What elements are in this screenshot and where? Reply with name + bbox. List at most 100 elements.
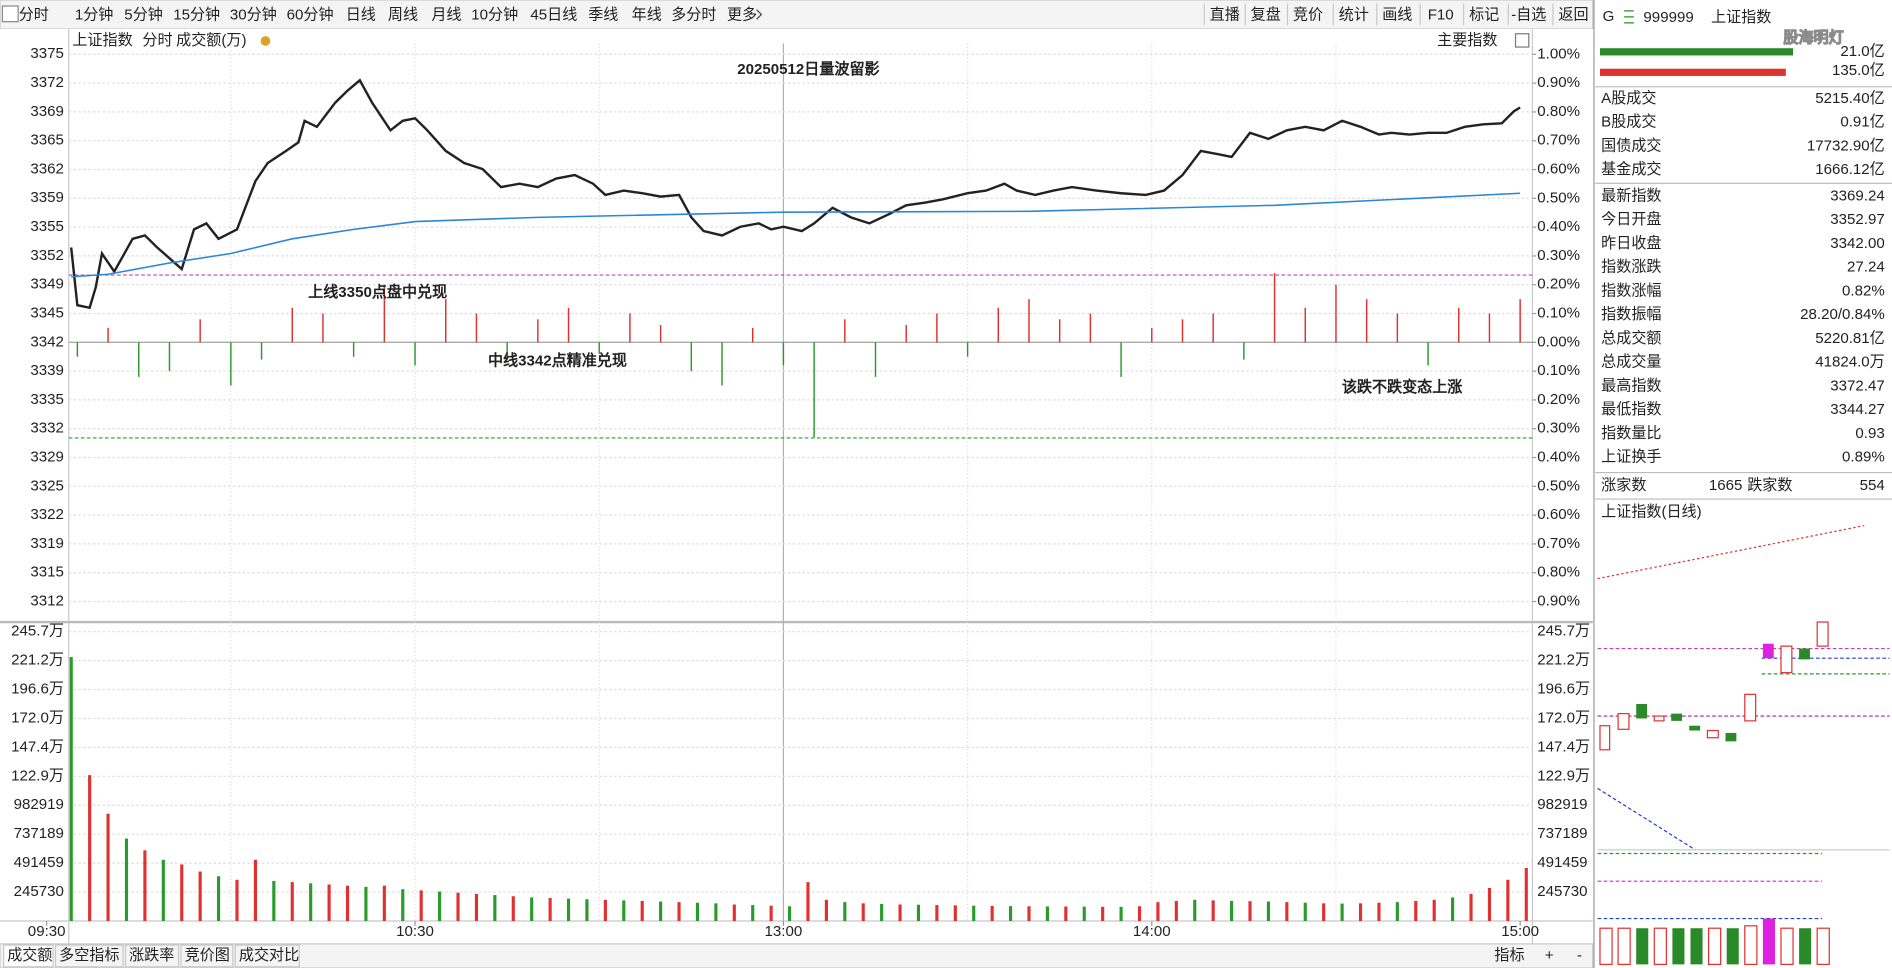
volume-bar <box>659 901 663 921</box>
y2-tick-label: 0.30% <box>1537 420 1580 437</box>
toolbar-button[interactable]: F10 <box>1428 7 1454 24</box>
mini-candle <box>1725 732 1737 742</box>
toolbar-tab[interactable]: 日线 <box>346 7 376 24</box>
stat-value: 17732.90亿 <box>1807 137 1885 154</box>
stat-label: 今日开盘 <box>1601 210 1661 228</box>
toolbar-button[interactable]: 复盘 <box>1251 6 1281 24</box>
bottom-tab-bg <box>124 944 180 968</box>
volume-bar <box>1395 902 1399 921</box>
toolbar-tab[interactable]: 年线 <box>632 7 662 24</box>
volume-tick-label-right: 196.6万 <box>1537 681 1590 698</box>
volume-bar <box>566 898 571 921</box>
toolbar-tab[interactable]: 月线 <box>431 7 461 24</box>
mini-daily-chart <box>1597 524 1890 965</box>
volume-bar <box>714 903 718 921</box>
mini-chart-title: 上证指数(日线) <box>1601 503 1701 520</box>
volume-bar <box>1193 899 1197 921</box>
toolbar-tab[interactable]: 季线 <box>588 7 618 24</box>
toolbar-button[interactable]: 直播 <box>1210 7 1240 24</box>
stat-label: 基金成交 <box>1601 160 1661 178</box>
mini-candle <box>1689 725 1701 731</box>
volume-bar <box>309 883 313 921</box>
volume-bar <box>1377 902 1381 921</box>
bottom-tab-bg <box>180 944 234 968</box>
volume-bar <box>474 893 479 921</box>
volume-tick-label: 245.7万 <box>11 623 64 640</box>
toolbar-tab[interactable]: 15分钟 <box>173 7 220 24</box>
volume-bar <box>1303 902 1307 921</box>
breadth-bar <box>168 342 171 372</box>
bottom-tab[interactable]: 成交对比 <box>239 946 299 964</box>
bottom-button[interactable]: - <box>1577 947 1582 964</box>
toolbar-tab[interactable]: 5分钟 <box>124 7 163 24</box>
toolbar-tab[interactable]: 多分时 <box>671 7 716 24</box>
bottom-tab[interactable]: 多空指标 <box>59 947 119 964</box>
stat-value: 0.91亿 <box>1840 114 1884 131</box>
bottom-tab[interactable]: 成交额 <box>7 946 52 964</box>
toolbar-tab[interactable]: 45日线 <box>530 7 577 24</box>
volume-bar <box>622 900 626 921</box>
y2-tick-label: 0.60% <box>1537 161 1580 178</box>
volume-bar <box>751 905 755 921</box>
stat-value: 27.24 <box>1847 259 1885 276</box>
volume-bar <box>916 904 921 921</box>
volume-tick-label-right: 221.2万 <box>1537 652 1590 669</box>
volume-bar <box>695 902 700 921</box>
y-tick-label: 3369 <box>30 103 64 120</box>
bottom-button[interactable]: 指标 <box>1494 947 1524 964</box>
breadth-bar <box>414 342 416 366</box>
y2-tick-label: 0.80% <box>1537 103 1580 120</box>
bottom-tab[interactable]: 竞价图 <box>185 946 230 964</box>
menu-icon[interactable] <box>1 5 19 23</box>
quote-icon <box>1624 10 1634 24</box>
toolbar-button[interactable]: 返回 <box>1558 7 1588 24</box>
mini-trend-blue <box>1597 787 1696 851</box>
bottom-tab[interactable]: 涨跌率 <box>129 947 174 964</box>
volume-bar <box>732 904 736 921</box>
mini-vol <box>1653 927 1667 965</box>
stat-value: 28.20/0.84% <box>1800 306 1885 323</box>
breadth-bar <box>506 342 508 360</box>
volume-tick-label-right: 122.9万 <box>1537 767 1590 784</box>
breadth-bar <box>1365 299 1368 343</box>
breadth-bar <box>138 342 140 377</box>
breadth-bar <box>1181 319 1184 343</box>
toolbar-tab[interactable]: 周线 <box>388 7 418 24</box>
stat-value: 0.82% <box>1842 282 1885 299</box>
y2-tick-label: 1.00% <box>1537 45 1580 62</box>
volume-bar <box>1064 906 1068 921</box>
toolbar-button[interactable]: 标记 <box>1469 7 1499 24</box>
breadth-bar <box>1427 342 1429 366</box>
breadth-bar <box>445 299 447 343</box>
y-tick-label: 3312 <box>30 593 64 610</box>
chart-title: 20250512日量波留影 <box>737 60 879 78</box>
stat-label: 最低指数 <box>1601 401 1661 418</box>
stat-label: 最高指数 <box>1601 377 1661 394</box>
toolbar-tab[interactable]: 1分钟 <box>75 7 114 24</box>
toolbar-tab[interactable]: 分时 <box>19 7 49 24</box>
index-button[interactable]: 主要指数 <box>1437 32 1497 49</box>
volume-bar <box>677 902 681 921</box>
y-tick-label: 3342 <box>30 333 64 350</box>
toolbar-tab[interactable]: 10分钟 <box>471 7 518 24</box>
bell-icon <box>260 36 271 46</box>
toolbar-button[interactable]: 竞价 <box>1293 6 1323 24</box>
breadth-up-label: 涨家数 <box>1601 477 1646 494</box>
volume-tick-label: 221.2万 <box>11 652 64 669</box>
volume-tick-label: 737189 <box>14 825 64 842</box>
panel-toggle[interactable] <box>1514 33 1530 48</box>
y2-tick-label: 0.70% <box>1537 535 1580 552</box>
stat-value: 0.89% <box>1842 449 1885 466</box>
volume-tick-label-right: 147.4万 <box>1537 738 1590 755</box>
toolbar-button[interactable]: 统计 <box>1339 7 1369 24</box>
toolbar-tab[interactable]: 60分钟 <box>287 7 334 24</box>
breadth-bar <box>1488 313 1491 343</box>
toolbar-button[interactable]: 画线 <box>1382 7 1412 24</box>
quote-flag: G <box>1603 8 1615 25</box>
toolbar-tab[interactable]: 更多 <box>727 7 757 24</box>
toolbar-button[interactable]: -自选 <box>1511 7 1546 24</box>
bottom-button[interactable]: + <box>1545 947 1554 964</box>
breadth-bar <box>659 325 662 343</box>
volume-tick-label: 122.9万 <box>11 767 64 784</box>
toolbar-tab[interactable]: 30分钟 <box>230 7 277 24</box>
